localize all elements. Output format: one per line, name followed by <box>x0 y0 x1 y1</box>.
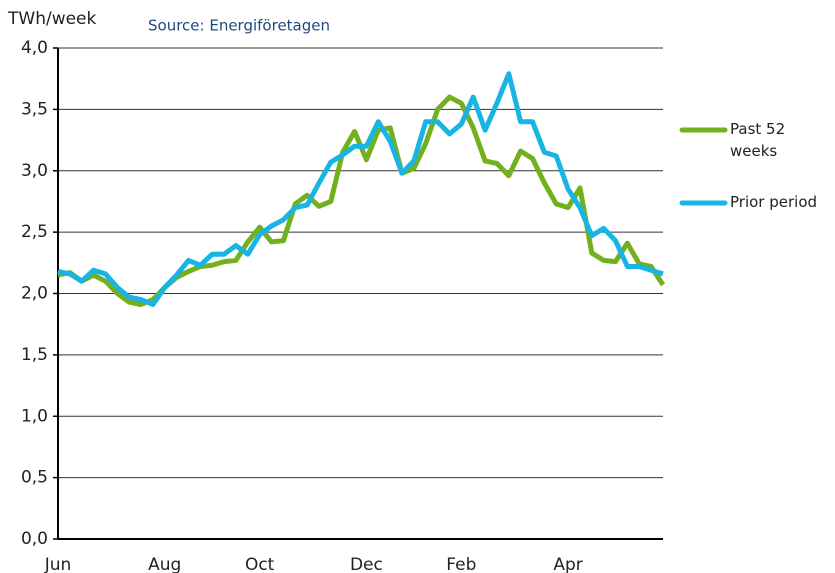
y-tick-label: 3,0 <box>21 161 48 181</box>
x-tick-label: Feb <box>446 555 476 573</box>
y-axis-label: TWh/week <box>7 9 97 29</box>
y-tick-label: 3,5 <box>21 99 48 119</box>
line-series <box>57 71 664 307</box>
y-tick-label: 2,5 <box>21 222 48 242</box>
line-series <box>57 94 666 307</box>
legend-label: Past 52 weeks <box>730 120 786 160</box>
y-tick-label: 2,0 <box>21 284 48 304</box>
x-tick-label: Oct <box>245 555 275 573</box>
legend-label: Prior period <box>730 193 818 211</box>
x-tick-label: Aug <box>148 555 181 573</box>
y-tick-label: 4,0 <box>21 38 48 58</box>
x-tick-label: Dec <box>350 555 383 573</box>
x-tick-label: Apr <box>553 555 582 573</box>
subtitle: Source: Energiföretagen <box>148 17 330 35</box>
x-tick-label: Jun <box>44 555 72 573</box>
y-tick-label: 1,0 <box>21 406 48 426</box>
y-tick-label: 0,5 <box>21 468 48 488</box>
y-tick-label: 0,0 <box>21 529 48 549</box>
y-tick-label: 1,5 <box>21 345 48 365</box>
